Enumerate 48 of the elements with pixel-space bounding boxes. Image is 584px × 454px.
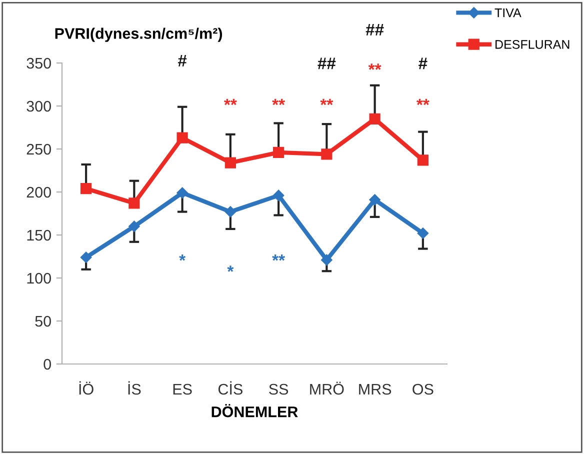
x-tick-label: İÖ: [79, 381, 94, 395]
annotation: #: [178, 55, 187, 66]
x-tick-label: ES: [173, 384, 192, 395]
legend-label: TIVA: [494, 8, 522, 18]
point: [273, 146, 284, 158]
x-tick-label: MRÖ: [310, 382, 344, 395]
point: [369, 113, 380, 124]
annotation: **: [416, 98, 430, 106]
x-tick-label: MRS: [359, 384, 392, 395]
annotation: **: [272, 98, 286, 106]
y-tick-label: 350: [26, 58, 51, 69]
y-tick-label: 100: [27, 272, 51, 284]
legend-label: DESFLURAN: [496, 40, 570, 49]
point: [176, 132, 188, 144]
point: [80, 252, 92, 263]
annotation: ##: [318, 58, 336, 70]
annotation: #: [418, 58, 428, 70]
text: ##: [366, 24, 384, 36]
x-tick-label: SS: [269, 384, 288, 395]
y-tick-label: 50: [35, 316, 51, 327]
x-tick-label: CİS: [218, 381, 242, 395]
point: [417, 154, 428, 166]
point: [369, 194, 380, 206]
point: [176, 187, 188, 198]
point: [321, 254, 332, 266]
annotation: **: [272, 254, 286, 261]
y-tick-label: 0: [44, 358, 51, 370]
annotation: *: [227, 266, 234, 272]
x-tick-label: OS: [412, 384, 434, 395]
y-tick-label: 250: [26, 144, 51, 155]
x-tick-label: İS: [128, 381, 141, 395]
annotation: **: [224, 98, 237, 106]
point: [80, 183, 92, 194]
x-axis-title: DÖNEMLER: [212, 404, 298, 418]
y-tick-label: 300: [26, 100, 51, 112]
y-axis-title: PVRI(dynes.sn/cm⁵/m²): [55, 28, 222, 42]
point: [128, 198, 140, 209]
point: [224, 206, 236, 218]
point: [321, 148, 332, 160]
annotation: **: [368, 64, 382, 70]
point: [417, 228, 429, 239]
annotation: **: [320, 98, 334, 106]
y-tick-label: 200: [26, 186, 51, 198]
annotation: *: [179, 254, 186, 261]
point: [128, 220, 140, 232]
point: [224, 157, 236, 168]
point: [272, 190, 284, 202]
y-tick-label: 150: [27, 230, 51, 241]
